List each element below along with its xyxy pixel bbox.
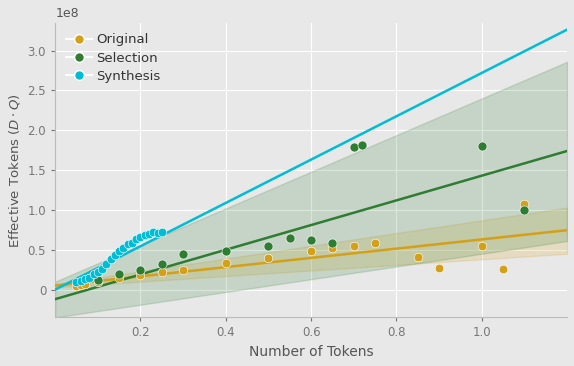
Point xyxy=(115,276,124,281)
Point xyxy=(349,243,358,249)
Point xyxy=(477,243,486,249)
Point xyxy=(435,265,444,271)
Point xyxy=(115,271,124,277)
Point xyxy=(145,231,154,237)
Point xyxy=(115,249,124,254)
Point xyxy=(328,245,337,251)
Point xyxy=(157,229,166,235)
Point xyxy=(285,235,294,241)
Point xyxy=(89,272,98,277)
Legend: Original, Selection, Synthesis: Original, Selection, Synthesis xyxy=(62,29,164,87)
Text: 1e8: 1e8 xyxy=(56,7,79,20)
Point xyxy=(349,144,358,150)
X-axis label: Number of Tokens: Number of Tokens xyxy=(249,345,374,359)
Point xyxy=(136,267,145,273)
Point xyxy=(358,142,367,147)
Point xyxy=(307,237,316,243)
Point xyxy=(123,241,132,247)
Point xyxy=(80,281,90,287)
Point xyxy=(264,243,273,249)
Point xyxy=(370,240,379,246)
Point xyxy=(93,279,102,284)
Point xyxy=(221,260,230,266)
Point xyxy=(119,245,128,251)
Point xyxy=(264,255,273,261)
Point xyxy=(179,251,188,257)
Point xyxy=(179,268,188,273)
Point xyxy=(76,282,86,288)
Point xyxy=(93,269,102,275)
Point xyxy=(98,266,107,272)
Point xyxy=(93,277,102,283)
Point xyxy=(520,201,529,207)
Point xyxy=(413,254,422,260)
Point xyxy=(149,229,158,235)
Y-axis label: Effective Tokens $(D \cdot Q)$: Effective Tokens $(D \cdot Q)$ xyxy=(7,93,22,247)
Point xyxy=(157,261,166,267)
Point xyxy=(140,232,149,238)
Point xyxy=(136,234,145,240)
Point xyxy=(520,207,529,213)
Point xyxy=(153,230,162,236)
Point xyxy=(72,283,81,288)
Point xyxy=(102,261,111,267)
Point xyxy=(110,253,119,258)
Point xyxy=(498,266,507,272)
Point xyxy=(106,257,115,262)
Point xyxy=(76,278,86,284)
Point xyxy=(85,275,94,281)
Point xyxy=(157,269,166,275)
Point xyxy=(328,240,337,246)
Point xyxy=(131,236,141,242)
Point xyxy=(221,249,230,254)
Point xyxy=(72,280,81,285)
Point xyxy=(127,240,137,246)
Point xyxy=(80,276,90,282)
Point xyxy=(307,249,316,254)
Point xyxy=(136,272,145,278)
Point xyxy=(477,143,486,149)
